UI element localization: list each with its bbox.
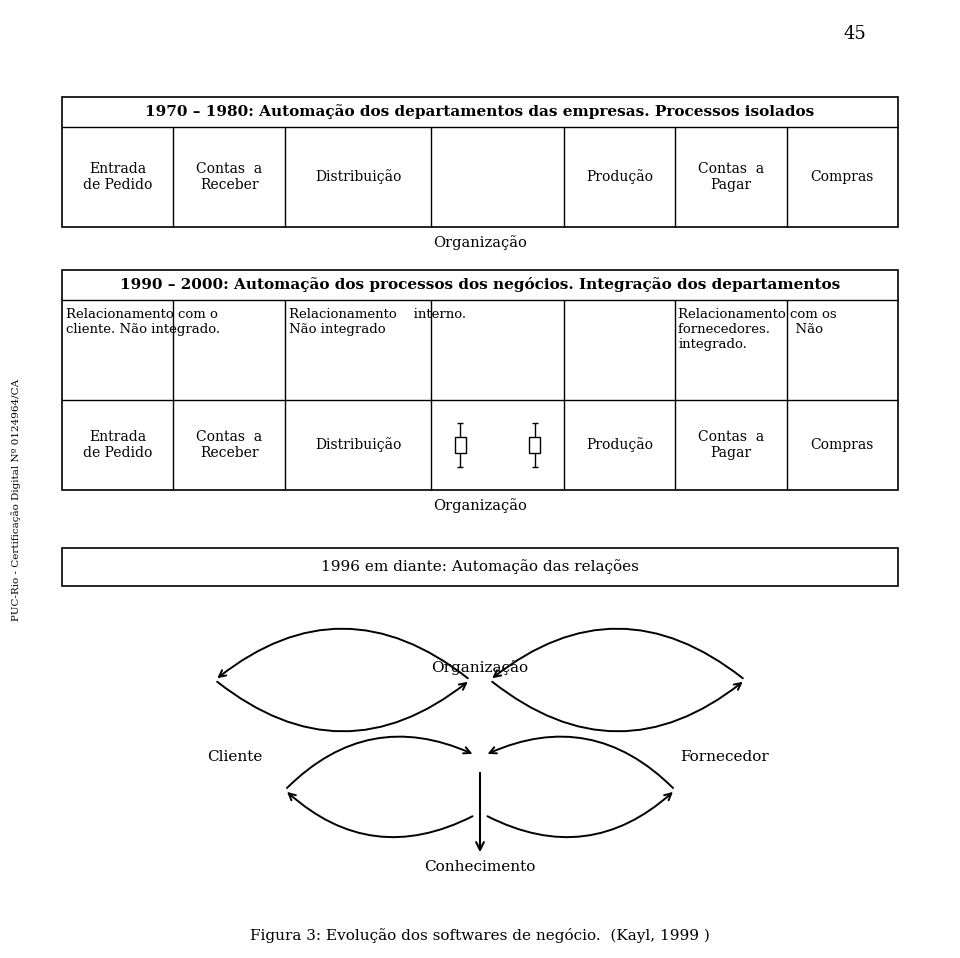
Text: Relacionamento com o
cliente. Não integrado.: Relacionamento com o cliente. Não integr… (66, 308, 220, 336)
Bar (62, 270, 898, 490)
Text: 1996 em diante: Automação das relações: 1996 em diante: Automação das relações (321, 559, 639, 575)
Text: Organização: Organização (431, 660, 529, 675)
Text: Distribuição: Distribuição (315, 438, 401, 452)
Text: Contas  a
Receber: Contas a Receber (196, 430, 262, 460)
Text: Organização: Organização (433, 236, 527, 250)
Text: PUC-Rio - Certificação Digital Nº 0124964/CA: PUC-Rio - Certificação Digital Nº 012496… (12, 379, 21, 621)
Text: Compras: Compras (810, 438, 874, 452)
Bar (529, 437, 540, 453)
Text: Distribuição: Distribuição (315, 170, 401, 185)
Text: Entrada
de Pedido: Entrada de Pedido (84, 430, 153, 460)
Bar (455, 437, 466, 453)
Text: Contas  a
Pagar: Contas a Pagar (698, 430, 764, 460)
Bar (62, 97, 898, 227)
Text: Relacionamento com os
fornecedores.      Não
integrado.: Relacionamento com os fornecedores. Não … (678, 308, 837, 351)
Text: Cliente: Cliente (207, 750, 263, 764)
Text: Relacionamento    interno.
Não integrado: Relacionamento interno. Não integrado (289, 308, 466, 336)
Text: Produção: Produção (586, 438, 653, 452)
Text: Fornecedor: Fornecedor (681, 750, 769, 764)
Text: Conhecimento: Conhecimento (424, 860, 536, 874)
Text: Organização: Organização (433, 498, 527, 513)
Text: Contas  a
Pagar: Contas a Pagar (698, 162, 764, 193)
Text: Contas  a
Receber: Contas a Receber (196, 162, 262, 193)
Text: 45: 45 (844, 25, 866, 43)
Text: Entrada
de Pedido: Entrada de Pedido (84, 162, 153, 193)
Bar (62, 548, 898, 586)
Text: 1990 – 2000: Automação dos processos dos negócios. Integração dos departamentos: 1990 – 2000: Automação dos processos dos… (120, 278, 840, 292)
Text: Figura 3: Evolução dos softwares de negócio.  (Kayl, 1999 ): Figura 3: Evolução dos softwares de negó… (250, 928, 710, 943)
Text: Compras: Compras (810, 170, 874, 184)
Text: Produção: Produção (586, 170, 653, 185)
Text: 1970 – 1980: Automação dos departamentos das empresas. Processos isolados: 1970 – 1980: Automação dos departamentos… (145, 104, 815, 120)
